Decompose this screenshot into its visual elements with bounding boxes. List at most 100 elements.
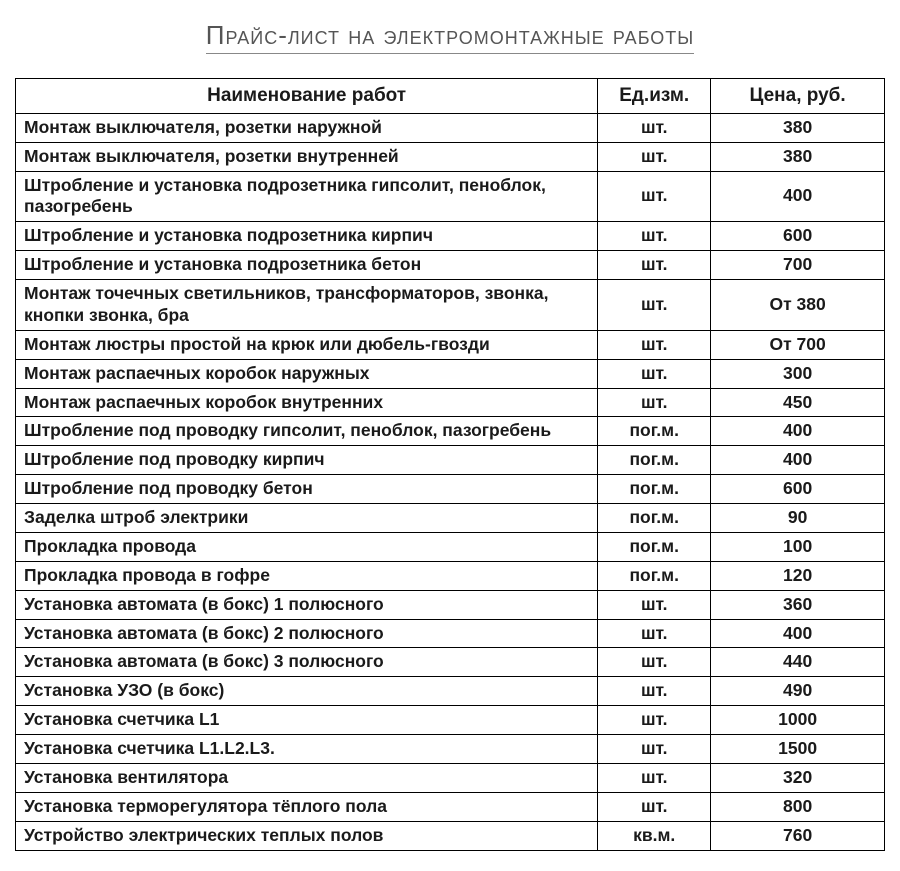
cell-work-name: Установка вентилятора bbox=[16, 763, 598, 792]
table-row: Установка вентиляторашт.320 bbox=[16, 763, 885, 792]
cell-price: 120 bbox=[711, 561, 885, 590]
cell-unit: пог.м. bbox=[598, 446, 711, 475]
table-row: Установка автомата (в бокс) 1 полюсногош… bbox=[16, 590, 885, 619]
cell-price: 700 bbox=[711, 251, 885, 280]
table-row: Штробление под проводку бетонпог.м.600 bbox=[16, 475, 885, 504]
cell-unit: шт. bbox=[598, 113, 711, 142]
table-row: Установка терморегулятора тёплого полашт… bbox=[16, 792, 885, 821]
cell-unit: шт. bbox=[598, 330, 711, 359]
col-header-name: Наименование работ bbox=[16, 79, 598, 114]
cell-price: 320 bbox=[711, 763, 885, 792]
cell-price: 360 bbox=[711, 590, 885, 619]
table-row: Монтаж выключателя, розетки наружнойшт.3… bbox=[16, 113, 885, 142]
cell-price: 300 bbox=[711, 359, 885, 388]
cell-unit: пог.м. bbox=[598, 417, 711, 446]
cell-price: 600 bbox=[711, 475, 885, 504]
cell-work-name: Установка счетчика L1.L2.L3. bbox=[16, 735, 598, 764]
col-header-unit: Ед.изм. bbox=[598, 79, 711, 114]
cell-work-name: Монтаж выключателя, розетки внутренней bbox=[16, 142, 598, 171]
cell-price: 400 bbox=[711, 417, 885, 446]
cell-unit: кв.м. bbox=[598, 821, 711, 850]
cell-price: 400 bbox=[711, 619, 885, 648]
table-row: Штробление и установка подрозетника бето… bbox=[16, 251, 885, 280]
cell-work-name: Штробление под проводку бетон bbox=[16, 475, 598, 504]
cell-price: От 700 bbox=[711, 330, 885, 359]
cell-work-name: Заделка штроб электрики bbox=[16, 504, 598, 533]
cell-work-name: Установка терморегулятора тёплого пола bbox=[16, 792, 598, 821]
cell-work-name: Штробление под проводку кирпич bbox=[16, 446, 598, 475]
cell-work-name: Установка автомата (в бокс) 2 полюсного bbox=[16, 619, 598, 648]
table-row: Монтаж выключателя, розетки внутреннейшт… bbox=[16, 142, 885, 171]
table-row: Заделка штроб электрикипог.м.90 bbox=[16, 504, 885, 533]
cell-work-name: Штробление под проводку гипсолит, пенобл… bbox=[16, 417, 598, 446]
table-row: Установка счетчика L1.L2.L3.шт.1500 bbox=[16, 735, 885, 764]
table-row: Штробление и установка подрозетника гипс… bbox=[16, 171, 885, 222]
cell-unit: шт. bbox=[598, 735, 711, 764]
cell-unit: шт. bbox=[598, 619, 711, 648]
table-row: Штробление под проводку кирпичпог.м.400 bbox=[16, 446, 885, 475]
cell-work-name: Прокладка провода в гофре bbox=[16, 561, 598, 590]
cell-unit: пог.м. bbox=[598, 532, 711, 561]
cell-work-name: Установка автомата (в бокс) 1 полюсного bbox=[16, 590, 598, 619]
cell-work-name: Устройство электрических теплых полов bbox=[16, 821, 598, 850]
cell-work-name: Прокладка провода bbox=[16, 532, 598, 561]
table-row: Монтаж люстры простой на крюк или дюбель… bbox=[16, 330, 885, 359]
cell-work-name: Монтаж люстры простой на крюк или дюбель… bbox=[16, 330, 598, 359]
cell-work-name: Штробление и установка подрозетника гипс… bbox=[16, 171, 598, 222]
cell-price: 1500 bbox=[711, 735, 885, 764]
table-row: Штробление под проводку гипсолит, пенобл… bbox=[16, 417, 885, 446]
cell-unit: шт. bbox=[598, 706, 711, 735]
table-row: Монтаж точечных светильников, трансформа… bbox=[16, 280, 885, 331]
cell-work-name: Штробление и установка подрозетника кирп… bbox=[16, 222, 598, 251]
cell-work-name: Монтаж выключателя, розетки наружной bbox=[16, 113, 598, 142]
table-row: Установка автомата (в бокс) 2 полюсногош… bbox=[16, 619, 885, 648]
page-title: Прайс-лист на электромонтажные работы bbox=[206, 20, 694, 54]
cell-price: 100 bbox=[711, 532, 885, 561]
table-row: Установка автомата (в бокс) 3 полюсногош… bbox=[16, 648, 885, 677]
table-row: Монтаж распаечных коробок наружныхшт.300 bbox=[16, 359, 885, 388]
cell-price: 400 bbox=[711, 446, 885, 475]
cell-work-name: Установка УЗО (в бокс) bbox=[16, 677, 598, 706]
table-header-row: Наименование работ Ед.изм. Цена, руб. bbox=[16, 79, 885, 114]
cell-price: 490 bbox=[711, 677, 885, 706]
cell-work-name: Установка счетчика L1 bbox=[16, 706, 598, 735]
cell-unit: шт. bbox=[598, 388, 711, 417]
cell-price: 800 bbox=[711, 792, 885, 821]
cell-work-name: Штробление и установка подрозетника бето… bbox=[16, 251, 598, 280]
cell-price: 450 bbox=[711, 388, 885, 417]
cell-unit: шт. bbox=[598, 142, 711, 171]
table-row: Прокладка провода в гофрепог.м.120 bbox=[16, 561, 885, 590]
cell-work-name: Монтаж точечных светильников, трансформа… bbox=[16, 280, 598, 331]
cell-unit: шт. bbox=[598, 677, 711, 706]
cell-price: 400 bbox=[711, 171, 885, 222]
cell-price: От 380 bbox=[711, 280, 885, 331]
table-row: Прокладка проводапог.м.100 bbox=[16, 532, 885, 561]
cell-unit: шт. bbox=[598, 763, 711, 792]
cell-work-name: Монтаж распаечных коробок внутренних bbox=[16, 388, 598, 417]
cell-unit: шт. bbox=[598, 359, 711, 388]
table-row: Монтаж распаечных коробок внутреннихшт.4… bbox=[16, 388, 885, 417]
cell-price: 760 bbox=[711, 821, 885, 850]
cell-work-name: Монтаж распаечных коробок наружных bbox=[16, 359, 598, 388]
table-row: Установка счетчика L1шт.1000 bbox=[16, 706, 885, 735]
table-row: Штробление и установка подрозетника кирп… bbox=[16, 222, 885, 251]
col-header-price: Цена, руб. bbox=[711, 79, 885, 114]
price-table: Наименование работ Ед.изм. Цена, руб. Мо… bbox=[15, 78, 885, 851]
cell-unit: пог.м. bbox=[598, 561, 711, 590]
cell-work-name: Установка автомата (в бокс) 3 полюсного bbox=[16, 648, 598, 677]
table-row: Установка УЗО (в бокс)шт.490 bbox=[16, 677, 885, 706]
cell-unit: шт. bbox=[598, 222, 711, 251]
cell-price: 90 bbox=[711, 504, 885, 533]
cell-unit: пог.м. bbox=[598, 475, 711, 504]
cell-price: 1000 bbox=[711, 706, 885, 735]
cell-price: 380 bbox=[711, 113, 885, 142]
cell-unit: шт. bbox=[598, 590, 711, 619]
cell-unit: шт. bbox=[598, 171, 711, 222]
cell-price: 440 bbox=[711, 648, 885, 677]
cell-price: 380 bbox=[711, 142, 885, 171]
cell-price: 600 bbox=[711, 222, 885, 251]
cell-unit: шт. bbox=[598, 251, 711, 280]
cell-unit: шт. bbox=[598, 280, 711, 331]
cell-unit: пог.м. bbox=[598, 504, 711, 533]
cell-unit: шт. bbox=[598, 648, 711, 677]
